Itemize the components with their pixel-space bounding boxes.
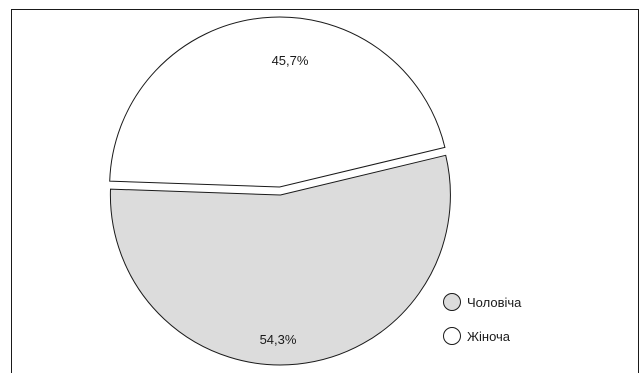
legend-item-female: Жіноча	[443, 326, 521, 346]
legend-swatch-female	[443, 327, 461, 345]
pie-slice-male	[109, 154, 451, 366]
legend-label-female: Жіноча	[467, 328, 511, 344]
legend-swatch-male	[443, 293, 461, 311]
chart-frame	[11, 9, 639, 373]
slice-label-male: 54,3%	[260, 332, 297, 347]
pie-slice-female	[109, 16, 446, 188]
legend: Чоловіча Жіноча	[443, 292, 521, 360]
legend-item-male: Чоловіча	[443, 292, 521, 312]
slice-label-female: 45,7%	[272, 53, 309, 68]
legend-label-male: Чоловіча	[467, 294, 522, 310]
